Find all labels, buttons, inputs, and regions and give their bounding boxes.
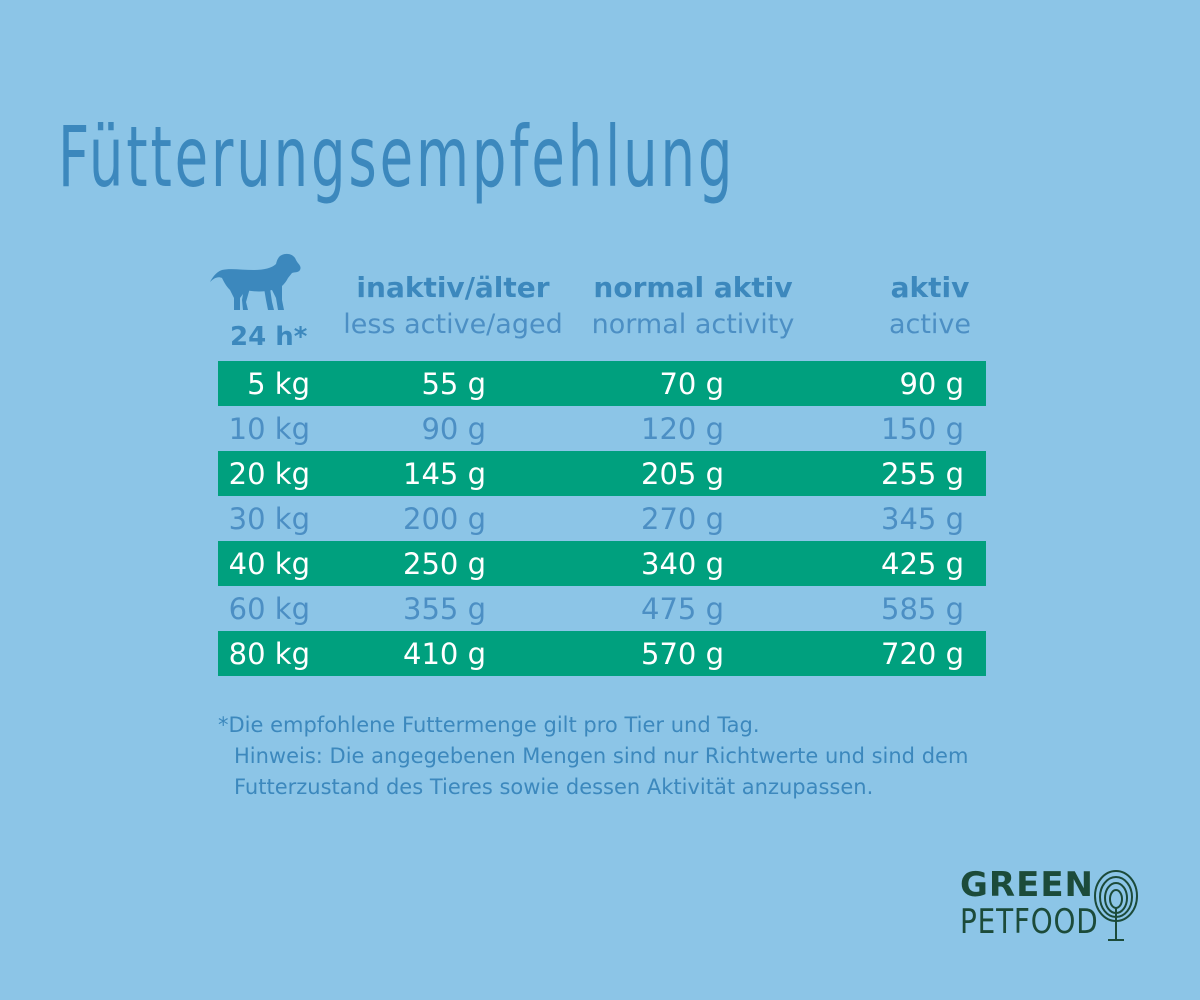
weight-cell: 10 kg (228, 412, 310, 446)
logo-word-green: GREEN (960, 865, 1094, 905)
footnote-line: Hinweis: Die angegebenen Mengen sind nur… (234, 744, 969, 768)
weight-cell: 30 kg (228, 502, 310, 536)
active-cell: 255 g (881, 457, 964, 491)
normal-cell: 205 g (641, 457, 724, 491)
inactive-cell: 355 g (403, 592, 486, 626)
active-cell: 150 g (881, 412, 964, 446)
normal-cell: 70 g (659, 367, 724, 401)
table-row: 10 kg 90 g 120 g 150 g (218, 406, 986, 451)
active-cell: 345 g (881, 502, 964, 536)
active-cell: 585 g (881, 592, 964, 626)
footnote: *Die empfohlene Futtermenge gilt pro Tie… (218, 710, 998, 803)
normal-cell: 120 g (641, 412, 724, 446)
normal-cell: 270 g (641, 502, 724, 536)
weight-cell: 60 kg (228, 592, 310, 626)
table-row: 80 kg 410 g 570 g 720 g (218, 631, 986, 676)
inactive-cell: 55 g (421, 367, 486, 401)
inactive-cell: 145 g (403, 457, 486, 491)
inactive-cell: 410 g (403, 637, 486, 671)
column-header-de: normal aktiv (593, 271, 793, 304)
weight-cell: 20 kg (228, 457, 310, 491)
footnote-line: *Die empfohlene Futtermenge gilt pro Tie… (218, 713, 760, 737)
weight-cell: 80 kg (228, 637, 310, 671)
table-row: 20 kg 145 g 205 g 255 g (218, 451, 986, 496)
column-header-en: active (888, 309, 972, 340)
column-header-en: normal activity (591, 309, 795, 340)
table-row: 5 kg 55 g 70 g 90 g (218, 361, 986, 406)
per-day-label: 24 h* (230, 322, 308, 352)
brand-logo: GREEN PETFOOD (960, 866, 1150, 946)
active-cell: 90 g (899, 367, 964, 401)
active-cell: 425 g (881, 547, 964, 581)
table-row: 40 kg 250 g 340 g 425 g (218, 541, 986, 586)
table-row: 60 kg 355 g 475 g 585 g (218, 586, 986, 631)
column-header-inactive: inaktiv/älter less active/aged (330, 270, 576, 344)
inactive-cell: 90 g (421, 412, 486, 446)
footnote-line: Futterzustand des Tieres sowie dessen Ak… (234, 775, 874, 799)
feeding-table: 5 kg 55 g 70 g 90 g 10 kg 90 g 120 g 150… (218, 361, 986, 676)
column-header-de: aktiv (890, 271, 970, 304)
table-row: 30 kg 200 g 270 g 345 g (218, 496, 986, 541)
normal-cell: 340 g (641, 547, 724, 581)
column-header-normal: normal aktiv normal activity (578, 270, 808, 344)
inactive-cell: 250 g (403, 547, 486, 581)
column-header-en: less active/aged (343, 309, 563, 340)
weight-cell: 40 kg (228, 547, 310, 581)
fingerprint-tree-icon (1094, 870, 1138, 941)
inactive-cell: 200 g (403, 502, 486, 536)
normal-cell: 475 g (641, 592, 724, 626)
logo-word-petfood: PETFOOD (960, 902, 1099, 942)
column-header-de: inaktiv/älter (356, 271, 550, 304)
active-cell: 720 g (881, 637, 964, 671)
dog-icon (210, 253, 301, 310)
page-title: Fütterungsempfehlung (58, 108, 736, 207)
column-header-active: aktiv active (860, 270, 1000, 344)
weight-cell: 5 kg (247, 367, 310, 401)
normal-cell: 570 g (641, 637, 724, 671)
